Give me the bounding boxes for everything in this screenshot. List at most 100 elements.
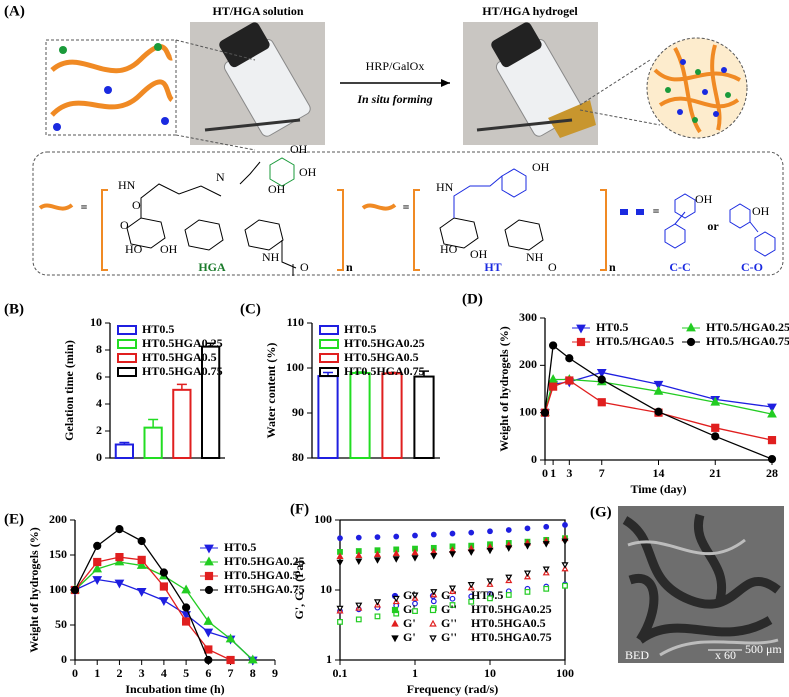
atom-label: HN (436, 180, 454, 194)
marker (247, 654, 258, 664)
marker (523, 543, 532, 550)
photo-title: HT/HGA hydrogel (482, 4, 578, 18)
x-tick-label: 8 (250, 666, 256, 680)
marker (374, 534, 381, 540)
marker (430, 598, 437, 605)
y-tick-label: 150 (49, 547, 67, 561)
marker (181, 584, 191, 594)
marker (523, 570, 532, 577)
legend-label: HT0.5HGA0.75 (344, 364, 425, 378)
marker (487, 528, 493, 535)
network-zoom (646, 37, 748, 139)
marker (115, 524, 124, 534)
legend-swatch (319, 339, 339, 349)
marker (92, 576, 103, 585)
marker (505, 545, 513, 552)
panel-label: (B) (4, 301, 24, 317)
marker (505, 574, 513, 582)
y-tick-label: 6 (96, 369, 102, 383)
marker (393, 533, 400, 540)
marker (182, 603, 191, 612)
legend-label: G'' (441, 602, 457, 616)
marker (562, 522, 568, 528)
chain-box (45, 39, 177, 136)
equals: = (653, 204, 660, 218)
marker (337, 619, 343, 625)
marker (524, 525, 531, 532)
x-axis-label: Incubation time (h) (125, 682, 224, 696)
equals: = (403, 200, 410, 214)
marker (204, 645, 213, 654)
co-label: C-O (741, 260, 763, 274)
marker (653, 380, 664, 390)
hga-group (59, 46, 67, 54)
legend-label: HT0.5HGA0.75 (471, 630, 552, 644)
marker (468, 598, 475, 605)
y-tick-label: 200 (519, 357, 537, 371)
marker (392, 556, 400, 563)
sem-detector: BED (625, 648, 649, 662)
panel-label: (G) (590, 504, 612, 520)
marker (337, 535, 343, 542)
y-tick-label: 100 (49, 582, 67, 596)
y-tick-label: 0 (531, 452, 537, 466)
scale-bar-label: 500 μm (745, 642, 782, 656)
y-axis-label: Weight of hydrogels (%) (27, 527, 41, 652)
marker (114, 556, 125, 566)
x-tick-label: 3 (139, 666, 145, 680)
ht-label: HT (484, 260, 501, 274)
marker (355, 616, 362, 623)
x-tick-label: 7 (599, 466, 605, 480)
marker (449, 530, 456, 537)
marker (137, 536, 146, 546)
marker (548, 374, 558, 383)
marker (92, 563, 103, 573)
bar (349, 371, 371, 460)
marker (561, 562, 569, 569)
y-tick-label: 100 (519, 404, 537, 418)
bar (413, 375, 435, 459)
legend-label: HT0.5 (344, 322, 376, 336)
marker (448, 585, 457, 592)
marker (468, 529, 475, 536)
marker (429, 606, 437, 614)
marker (686, 322, 696, 332)
x-tick-label: 28 (766, 466, 778, 480)
marker (226, 655, 235, 665)
marker (542, 541, 550, 548)
x-tick-label: 10 (484, 666, 496, 680)
marker (710, 396, 721, 406)
equals: = (81, 200, 88, 214)
x-axis-label: Time (day) (630, 482, 686, 496)
marker (505, 527, 512, 533)
atom-label: OH (299, 165, 317, 179)
legend-label: HT0.5HGA0.5 (344, 350, 419, 364)
marker (565, 376, 574, 385)
marker (524, 588, 531, 595)
atom-label: OH (160, 242, 178, 256)
marker (543, 585, 550, 592)
marker (543, 523, 550, 530)
marker (430, 531, 437, 538)
marker (596, 369, 607, 378)
arrow-label: In situ forming (356, 92, 432, 106)
y-tick-label: 100 (286, 360, 304, 374)
marker (411, 555, 419, 562)
marker (411, 592, 419, 599)
error-bar (176, 383, 187, 390)
atom-label: O (120, 218, 129, 232)
y-tick-label: 50 (55, 617, 67, 631)
photo-title: HT/HGA solution (212, 4, 303, 18)
marker (204, 585, 214, 595)
zoom-line (579, 109, 661, 126)
atom-label: OH (290, 142, 308, 156)
x-tick-label: 4 (161, 666, 167, 680)
sem-magnification: x 60 (715, 648, 736, 662)
marker (204, 571, 214, 581)
atom-label: OH (268, 182, 286, 196)
panel-label: (D) (462, 291, 483, 307)
y-tick-label: 90 (292, 405, 304, 419)
legend-label: G'' (441, 588, 457, 602)
atom-label: OH (470, 247, 488, 261)
